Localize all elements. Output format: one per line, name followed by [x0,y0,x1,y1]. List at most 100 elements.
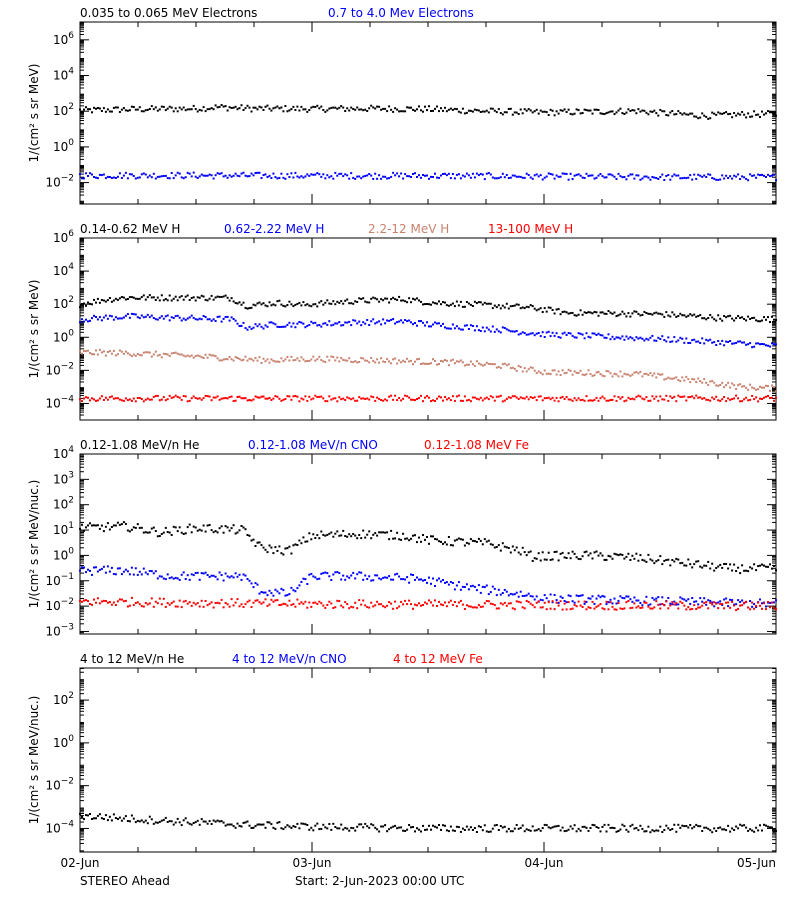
data-point [360,823,363,826]
data-point [475,109,478,112]
data-point [749,398,752,401]
data-point [549,373,552,376]
data-point [707,599,710,602]
data-point [543,601,546,604]
data-point [563,372,566,375]
data-point [741,564,744,567]
data-point [226,109,229,112]
data-point [348,397,351,400]
data-point [308,828,311,831]
data-point [625,601,628,604]
data-point [739,601,742,603]
data-point [625,335,628,338]
data-point [206,395,209,398]
data-point [481,585,484,588]
data-point [649,312,652,315]
data-point [711,396,714,399]
data-point [525,370,528,373]
data-point [91,818,93,820]
data-point [430,110,432,112]
data-point [619,175,622,178]
data-point [551,558,554,561]
data-point [737,607,740,610]
data-point [737,566,740,569]
data-point [108,815,111,818]
data-point [725,340,728,343]
data-point [166,531,169,533]
data-point [144,298,147,301]
data-point [290,108,293,111]
data-point [619,828,622,831]
data-point [312,355,315,358]
data-point [370,579,373,582]
data-point [180,319,183,322]
data-point [457,360,460,363]
data-point [302,577,305,580]
data-point [493,824,496,827]
data-point [130,312,133,315]
data-point [709,117,712,120]
data-point [459,328,462,331]
data-point [342,529,345,532]
data-point [390,578,393,581]
data-point [577,397,580,400]
data-point [334,359,337,362]
data-point [93,598,95,601]
data-point [543,397,546,400]
data-point [729,830,732,833]
data-point [336,356,339,359]
data-point [539,606,542,609]
data-point [657,596,660,599]
data-point [420,109,422,112]
data-point [266,821,269,824]
data-point [765,605,767,608]
data-point [210,294,213,297]
data-point [208,108,211,111]
data-point [286,304,289,306]
y-tick-label: 106 [53,229,74,245]
data-point [264,591,267,594]
data-point [445,605,448,608]
data-point [543,823,546,826]
data-point [607,111,610,114]
data-point [202,397,205,400]
data-point [272,397,275,400]
data-point [214,530,217,533]
data-point [174,107,177,110]
data-point [627,108,630,111]
data-point [613,597,616,600]
data-point [144,602,147,604]
data-point [206,299,209,302]
data-point [459,399,462,402]
data-point [202,357,205,359]
data-point [591,312,594,315]
data-point [599,373,602,376]
data-point [156,354,159,357]
data-point [497,607,500,610]
data-point [623,312,626,315]
data-point [609,110,612,113]
data-point [735,388,738,390]
data-point [334,397,337,400]
data-point [581,594,584,597]
data-point [322,360,325,363]
data-point [368,173,371,175]
data-point [581,333,584,336]
data-point [122,296,125,299]
data-point [218,602,221,605]
data-point [605,370,608,372]
data-point [629,336,632,339]
data-point [290,603,293,606]
data-point [493,587,496,590]
data-point [769,111,771,114]
data-point [753,607,756,610]
data-point [350,826,353,829]
data-point [731,827,734,830]
data-point [318,577,321,580]
data-point [440,580,442,583]
data-point [495,594,498,597]
data-point [154,395,157,397]
data-point [467,588,470,591]
